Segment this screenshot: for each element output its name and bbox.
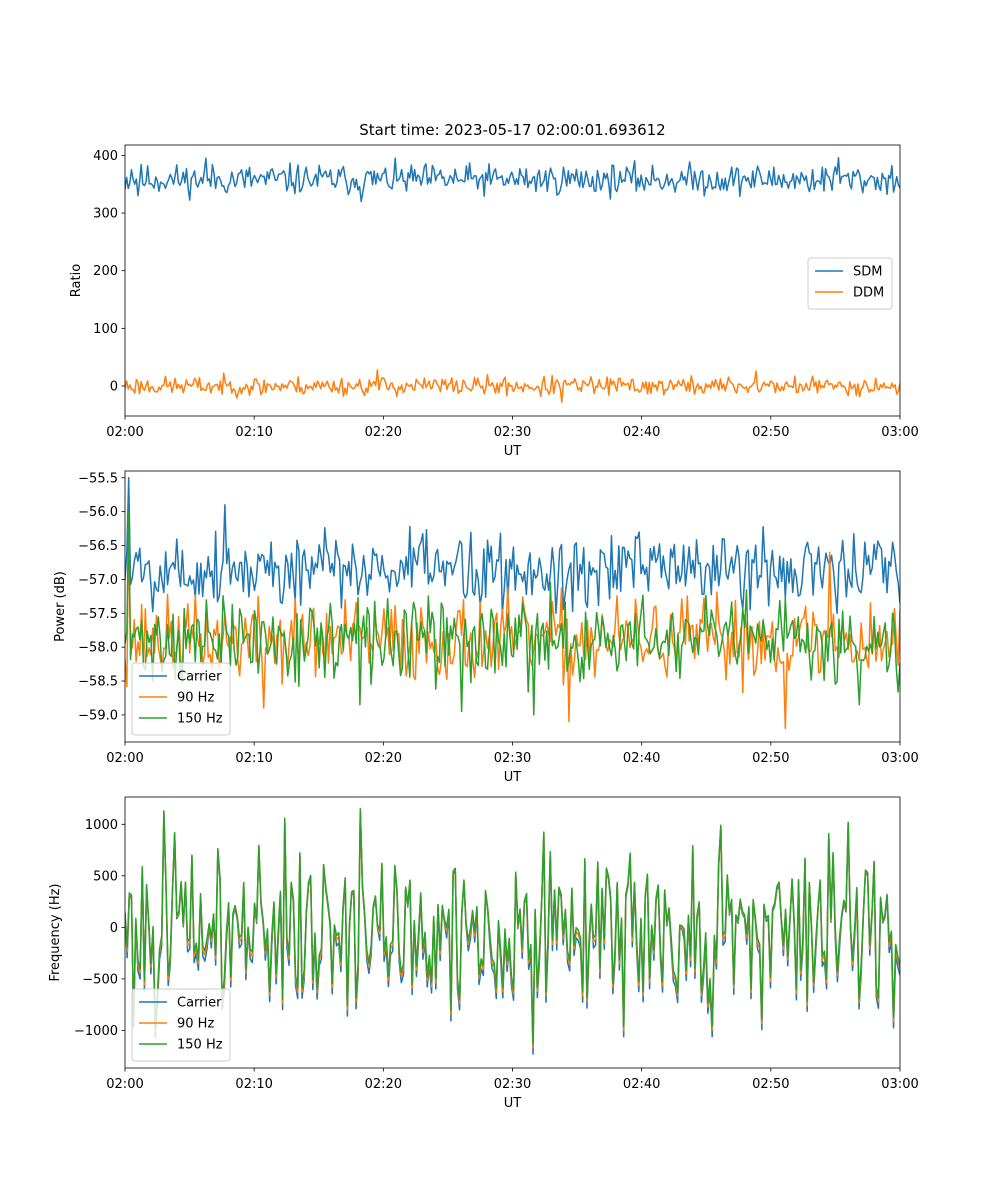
y-tick-label: −58.0	[78, 641, 118, 656]
y-tick-label: −56.5	[78, 539, 118, 554]
series-line-150-hz	[125, 808, 900, 1045]
legend-frame	[131, 662, 231, 736]
x-tick-label: 02:30	[494, 1077, 531, 1092]
y-tick-label: −57.0	[78, 573, 118, 588]
x-tick-label: 02:20	[365, 751, 402, 766]
y-tick-label: −500	[82, 972, 118, 987]
legend-label: DDM	[853, 286, 884, 301]
y-tick-label: −56.0	[78, 505, 118, 520]
x-axis-label: UT	[504, 1096, 522, 1111]
x-tick-label: 02:00	[106, 1077, 143, 1092]
legend-label: 150 Hz	[177, 712, 223, 727]
x-tick-label: 02:20	[365, 1077, 402, 1092]
y-tick-label: −57.5	[78, 607, 118, 622]
legend: SDM DDM	[807, 257, 893, 310]
x-tick-label: 02:10	[235, 425, 272, 440]
legend-frame	[131, 988, 231, 1062]
y-tick-label: 100	[93, 322, 118, 337]
y-tick-label: 0	[110, 921, 118, 936]
legend: Carrier 90 Hz 150 Hz	[131, 662, 231, 736]
y-tick-label: 400	[93, 149, 118, 164]
y-tick-label: −1000	[74, 1024, 118, 1039]
x-axis-label: UT	[504, 770, 522, 785]
x-tick-label: 02:10	[235, 1077, 272, 1092]
legend-label: SDM	[853, 265, 882, 280]
subplot-1: 02:00 02:10 02:20 02:30 02:40 02:50 03:00 0 100 2…	[69, 144, 919, 459]
x-tick-label: 02:50	[752, 425, 789, 440]
series-line-sdm	[125, 156, 900, 203]
x-tick-label: 03:00	[881, 751, 918, 766]
legend-label: Carrier	[177, 996, 222, 1011]
y-axis-label: Ratio	[69, 264, 84, 297]
legend-label: 150 Hz	[177, 1038, 223, 1053]
y-tick-label: −55.5	[78, 471, 118, 486]
x-tick-label: 02:30	[494, 751, 531, 766]
y-tick-label: −59.0	[78, 708, 118, 723]
y-tick-label: 300	[93, 207, 118, 222]
x-tick-label: 03:00	[881, 425, 918, 440]
y-tick-label: 200	[93, 264, 118, 279]
y-tick-label: 0	[110, 380, 118, 395]
legend-label: Carrier	[177, 670, 222, 685]
x-tick-label: 02:00	[106, 425, 143, 440]
x-tick-label: 02:10	[235, 751, 272, 766]
series-line-ddm	[125, 369, 900, 403]
x-tick-label: 02:40	[623, 425, 660, 440]
x-tick-label: 02:50	[752, 1077, 789, 1092]
legend: Carrier 90 Hz 150 Hz	[131, 988, 231, 1062]
x-tick-label: 02:20	[365, 425, 402, 440]
x-tick-label: 02:50	[752, 751, 789, 766]
series-line-150-hz	[125, 510, 900, 716]
subplot-2: 02:00 02:10 02:20 02:30 02:40 02:50 03:00 −59.0…	[53, 470, 919, 785]
x-tick-label: 02:30	[494, 425, 531, 440]
plot-frame	[124, 144, 901, 417]
series-line-carrier	[125, 477, 900, 615]
legend-label: 90 Hz	[177, 1017, 214, 1032]
legend-label: 90 Hz	[177, 691, 214, 706]
y-tick-label: −58.5	[78, 675, 118, 690]
y-tick-label: 500	[93, 869, 118, 884]
x-tick-label: 02:00	[106, 751, 143, 766]
plot-frame	[124, 470, 901, 743]
y-axis-label: Frequency (Hz)	[48, 883, 63, 981]
subplot-3: 02:00 02:10 02:20 02:30 02:40 02:50 03:00 −1000…	[48, 796, 919, 1111]
x-tick-label: 03:00	[881, 1077, 918, 1092]
y-axis-label: Power (dB)	[53, 571, 68, 642]
x-axis-label: UT	[504, 444, 522, 459]
y-tick-label: 1000	[85, 818, 118, 833]
x-tick-label: 02:40	[623, 1077, 660, 1092]
x-tick-label: 02:40	[623, 751, 660, 766]
figure-title: Start time: 2023-05-17 02:00:01.693612	[359, 121, 665, 139]
